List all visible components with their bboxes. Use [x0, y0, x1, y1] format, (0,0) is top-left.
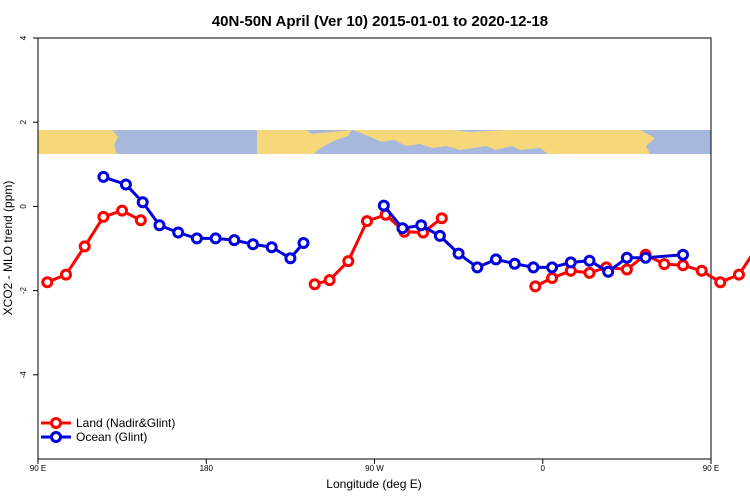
data-point: [116, 204, 129, 217]
data-point: [342, 255, 355, 268]
series-land: [41, 204, 750, 293]
data-point: [97, 170, 110, 183]
data-point: [172, 226, 185, 239]
data-point: [564, 256, 577, 269]
y-axis-label: XCO2 - MLO trend (ppm): [1, 181, 15, 316]
series-layer: [41, 170, 750, 293]
axes: 90 E 180 90 W 0 90 E -4 -2 0 2 4: [19, 35, 719, 473]
data-point: [323, 274, 336, 287]
data-point: [733, 268, 745, 281]
legend-label-ocean: Ocean (Glint): [76, 430, 147, 444]
data-point: [602, 265, 615, 278]
data-point: [247, 238, 259, 251]
x-tick-label: 90 E: [30, 464, 46, 473]
data-point: [527, 261, 540, 274]
data-point: [78, 240, 91, 253]
series-ocean: [97, 170, 689, 278]
data-point: [546, 272, 559, 284]
data-point: [97, 210, 110, 223]
data-point: [452, 247, 465, 260]
data-point: [583, 254, 596, 267]
data-point: [209, 232, 222, 245]
data-point: [490, 253, 502, 266]
data-point: [415, 219, 428, 232]
x-axis-label: Longitude (deg E): [326, 477, 421, 491]
legend: Land (Nadir&Glint) Ocean (Glint): [41, 416, 175, 444]
data-point: [228, 234, 241, 247]
data-point: [119, 178, 132, 191]
data-point: [639, 251, 652, 264]
data-point: [695, 264, 708, 277]
data-point: [714, 276, 727, 289]
y-tick-label: -4: [19, 371, 28, 379]
data-point: [396, 222, 409, 235]
data-point: [136, 196, 149, 209]
data-point: [433, 229, 446, 242]
data-point: [658, 258, 671, 271]
data-point: [620, 263, 633, 276]
world-map-strip: [38, 130, 711, 154]
series-line: [534, 253, 750, 288]
data-point: [546, 261, 559, 274]
data-point: [153, 219, 166, 232]
data-point: [361, 215, 373, 228]
y-tick-label: 4: [19, 35, 28, 40]
plot-frame: [37, 37, 712, 460]
data-point: [677, 259, 689, 272]
data-point: [620, 251, 633, 264]
data-point: [583, 266, 596, 279]
data-point: [134, 214, 147, 227]
data-point: [60, 268, 72, 281]
data-point: [377, 199, 390, 212]
legend-item-land: Land (Nadir&Glint): [41, 416, 175, 430]
data-point: [190, 232, 203, 245]
x-tick-label: 180: [200, 464, 214, 473]
data-point: [677, 248, 689, 261]
data-point: [471, 261, 484, 274]
x-tick-label: 0: [541, 464, 546, 473]
series-line: [382, 204, 684, 274]
legend-item-ocean: Ocean (Glint): [41, 430, 147, 444]
data-point: [529, 280, 542, 293]
data-point: [308, 278, 321, 291]
data-point: [297, 237, 310, 249]
data-point: [41, 276, 54, 289]
x-tick-label: 90 W: [365, 464, 384, 473]
data-point: [284, 252, 297, 265]
data-point: [265, 241, 278, 254]
x-tick-label: 90 E: [703, 464, 719, 473]
y-tick-label: -2: [19, 286, 28, 294]
data-point: [435, 212, 448, 225]
y-tick-label: 2: [19, 119, 28, 124]
data-point: [508, 257, 521, 270]
legend-label-land: Land (Nadir&Glint): [76, 416, 175, 430]
y-tick-label: 0: [19, 204, 28, 209]
chart-title: 40N-50N April (Ver 10) 2015-01-01 to 202…: [212, 13, 548, 30]
